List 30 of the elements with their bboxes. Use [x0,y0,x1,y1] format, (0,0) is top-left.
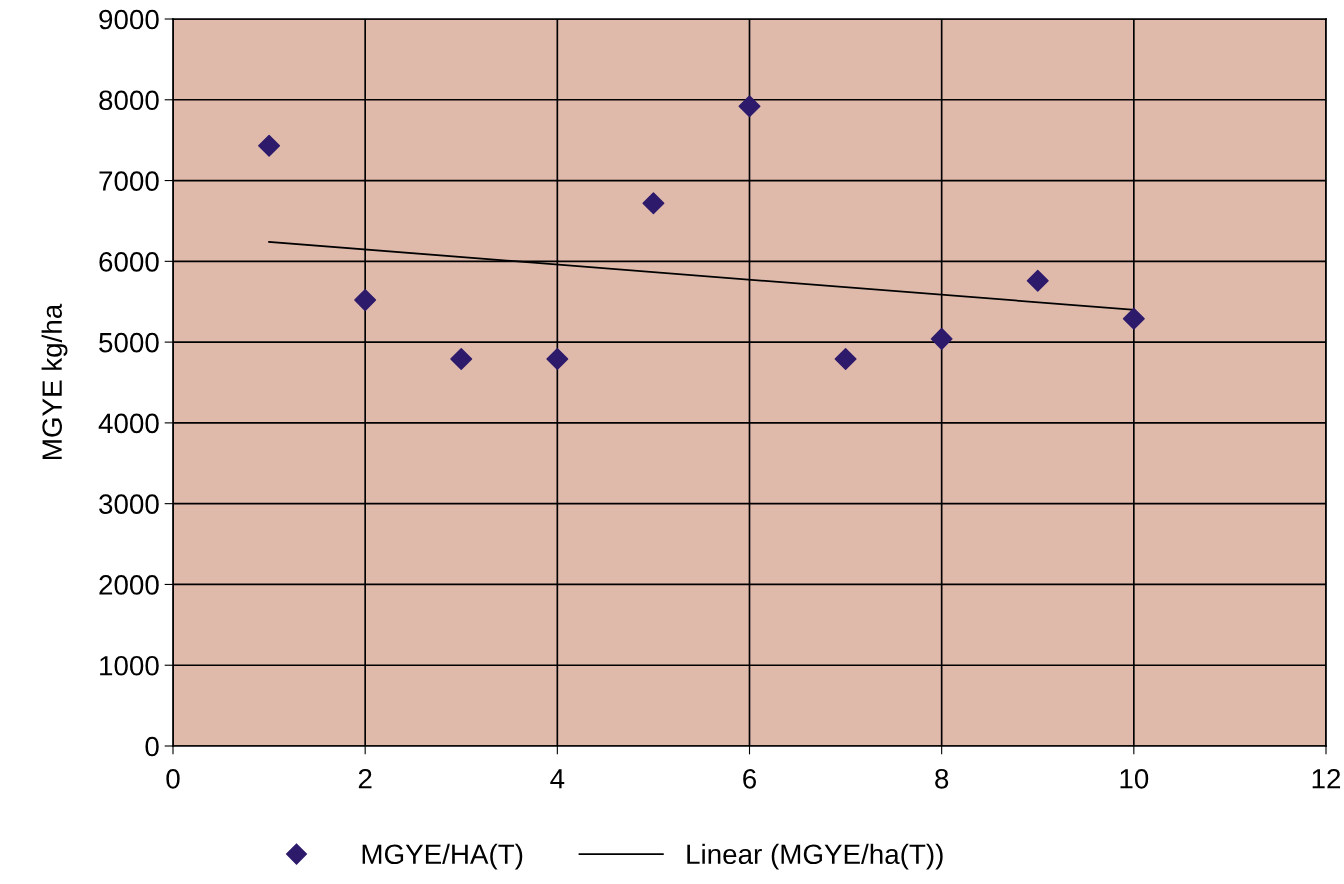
y-tick-label: 1000 [100,655,159,676]
point [738,95,761,118]
point [834,348,857,371]
x-tick-label: 4 [550,769,565,789]
x-tick-label: 0 [166,768,180,789]
y-tick-label: 0 [145,736,159,757]
y-axis-title: MGYE kg/ha [41,303,68,459]
point [450,348,473,371]
point [1122,307,1145,330]
y-tick-label: 8000 [99,90,159,111]
y-tick-label: 3000 [99,494,159,515]
x-tick-label: 2 [358,768,372,789]
point [1026,269,1049,292]
y-tick-label: 6000 [99,252,159,272]
x-tick-label: 12 [1312,768,1341,789]
x-tick-label: 6 [743,768,756,789]
y-tick-label: 7000 [99,171,159,191]
y-tick-label: 9000 [99,9,159,30]
y-tick-label: 2000 [99,575,159,595]
x-tick-label: 8 [935,768,949,789]
y-tick-label: 5000 [99,332,159,353]
x-tick-label: 10 [1120,768,1149,789]
point [258,134,281,157]
point [930,327,953,350]
point [546,348,569,371]
legend-label: Linear (MGYE/ha(T)) [687,843,943,870]
y-tick-label: 4000 [98,413,159,434]
legend-label: MGYE/HA(T) [362,843,523,870]
point [354,289,377,312]
point [642,192,665,215]
